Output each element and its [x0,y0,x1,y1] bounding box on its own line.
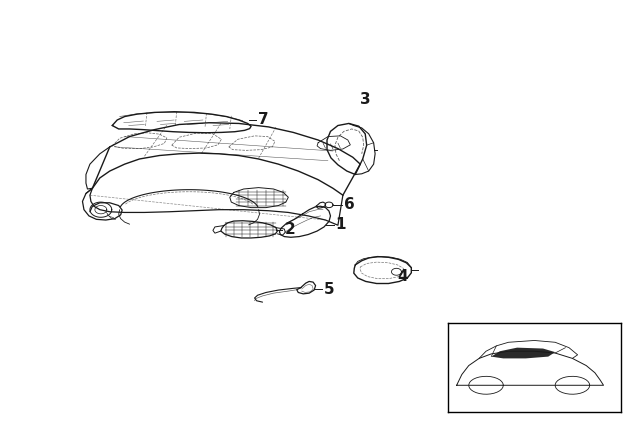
Text: 3: 3 [360,92,371,107]
Text: 7: 7 [257,112,268,128]
Text: 6: 6 [344,198,355,212]
Polygon shape [492,348,555,358]
Text: 1: 1 [335,217,346,232]
Text: 4: 4 [397,269,408,284]
Text: 5: 5 [324,281,335,297]
Text: 2: 2 [284,222,295,237]
Text: 2C006854: 2C006854 [476,379,513,388]
